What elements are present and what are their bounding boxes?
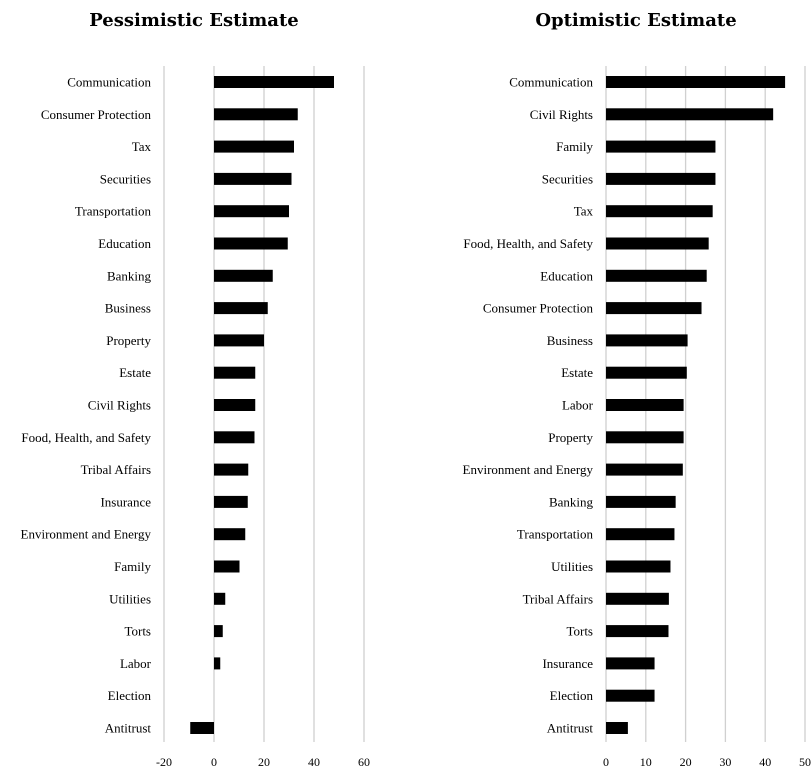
x-tick-label: 0 bbox=[603, 755, 609, 769]
bar bbox=[606, 205, 713, 218]
pessimistic-panel: Pessimistic Estimate -20 0 20 40 60 Communicat… bbox=[21, 10, 370, 769]
category-label: Communication bbox=[509, 75, 593, 90]
category-label: Family bbox=[114, 559, 151, 574]
bar bbox=[606, 76, 786, 88]
bar bbox=[606, 463, 683, 476]
category-label: Banking bbox=[549, 494, 594, 509]
bar bbox=[606, 399, 684, 411]
bar bbox=[606, 237, 709, 250]
category-label: Education bbox=[98, 236, 151, 251]
category-label: Estate bbox=[561, 365, 593, 380]
category-label: Tax bbox=[574, 204, 594, 219]
x-tick-label: 40 bbox=[308, 755, 320, 769]
category-label: Insurance bbox=[542, 656, 593, 671]
category-label: Antitrust bbox=[547, 721, 594, 736]
category-label: Torts bbox=[566, 624, 593, 639]
category-label: Election bbox=[108, 688, 152, 703]
category-label: Utilities bbox=[551, 559, 593, 574]
category-label: Tax bbox=[132, 139, 152, 154]
category-label: Transportation bbox=[517, 527, 594, 542]
bar bbox=[214, 366, 256, 379]
category-label: Consumer Protection bbox=[41, 107, 152, 122]
bar bbox=[606, 495, 676, 508]
category-label: Banking bbox=[107, 268, 152, 283]
bar bbox=[606, 366, 687, 379]
bar bbox=[606, 431, 684, 444]
x-tick-label: 20 bbox=[258, 755, 270, 769]
category-label: Transportation bbox=[75, 204, 152, 219]
category-label: Environment and Energy bbox=[463, 462, 594, 477]
bar bbox=[214, 495, 248, 508]
x-tick-label: 60 bbox=[358, 755, 370, 769]
bar bbox=[214, 625, 223, 638]
bar bbox=[214, 237, 288, 250]
x-tick-label: 50 bbox=[799, 755, 811, 769]
category-label: Securities bbox=[542, 171, 593, 186]
bar bbox=[214, 302, 268, 315]
bar bbox=[214, 560, 240, 573]
bar bbox=[214, 205, 289, 218]
bar bbox=[606, 625, 669, 638]
bar bbox=[606, 269, 707, 282]
bar bbox=[214, 76, 334, 88]
category-label: Civil Rights bbox=[88, 398, 151, 413]
bar bbox=[190, 722, 214, 734]
bar bbox=[214, 269, 273, 282]
x-tick-label: 0 bbox=[211, 755, 217, 769]
category-label: Utilities bbox=[109, 591, 151, 606]
category-label: Food, Health, and Safety bbox=[463, 236, 593, 251]
chart-title: Optimistic Estimate bbox=[535, 10, 736, 31]
category-label: Labor bbox=[120, 656, 152, 671]
x-tick-label: 10 bbox=[640, 755, 652, 769]
bar bbox=[214, 140, 294, 153]
category-label: Labor bbox=[562, 398, 594, 413]
category-label: Business bbox=[105, 301, 151, 316]
x-tick-label: -20 bbox=[156, 755, 172, 769]
category-label: Communication bbox=[67, 75, 151, 90]
category-label: Property bbox=[106, 333, 151, 348]
category-label: Environment and Energy bbox=[21, 527, 152, 542]
bar bbox=[606, 140, 716, 153]
category-label: Tribal Affairs bbox=[523, 591, 593, 606]
category-label: Business bbox=[547, 333, 593, 348]
x-tick-label: 40 bbox=[759, 755, 771, 769]
bar bbox=[606, 657, 655, 670]
bar bbox=[606, 689, 655, 702]
category-label: Consumer Protection bbox=[483, 301, 594, 316]
category-label: Food, Health, and Safety bbox=[21, 430, 151, 445]
bar bbox=[214, 431, 255, 444]
category-label: Family bbox=[556, 139, 593, 154]
category-label: Antitrust bbox=[105, 721, 152, 736]
category-label: Property bbox=[548, 430, 593, 445]
category-label: Election bbox=[550, 688, 594, 703]
bar bbox=[214, 399, 256, 411]
bar bbox=[606, 592, 669, 605]
bar bbox=[214, 592, 226, 605]
bar bbox=[214, 528, 246, 541]
bar bbox=[214, 108, 298, 121]
chart-title: Pessimistic Estimate bbox=[89, 10, 299, 31]
bar bbox=[606, 334, 688, 347]
bar bbox=[606, 172, 716, 185]
category-label: Estate bbox=[119, 365, 151, 380]
category-label: Tribal Affairs bbox=[81, 462, 151, 477]
category-label: Torts bbox=[124, 624, 151, 639]
bar bbox=[606, 302, 702, 315]
bar bbox=[606, 722, 628, 734]
bar bbox=[606, 560, 671, 573]
x-tick-label: 20 bbox=[680, 755, 692, 769]
bar bbox=[214, 657, 221, 670]
bar bbox=[214, 172, 292, 185]
optimistic-panel: Optimistic Estimate 0 10 20 30 40 50 Communicat… bbox=[463, 10, 811, 769]
x-tick-label: 30 bbox=[719, 755, 731, 769]
category-label: Education bbox=[540, 268, 593, 283]
category-label: Civil Rights bbox=[530, 107, 593, 122]
category-label: Securities bbox=[100, 171, 151, 186]
bar bbox=[606, 108, 774, 121]
bar bbox=[214, 463, 249, 476]
bar bbox=[606, 528, 675, 541]
category-label: Insurance bbox=[100, 494, 151, 509]
bar bbox=[214, 334, 264, 347]
